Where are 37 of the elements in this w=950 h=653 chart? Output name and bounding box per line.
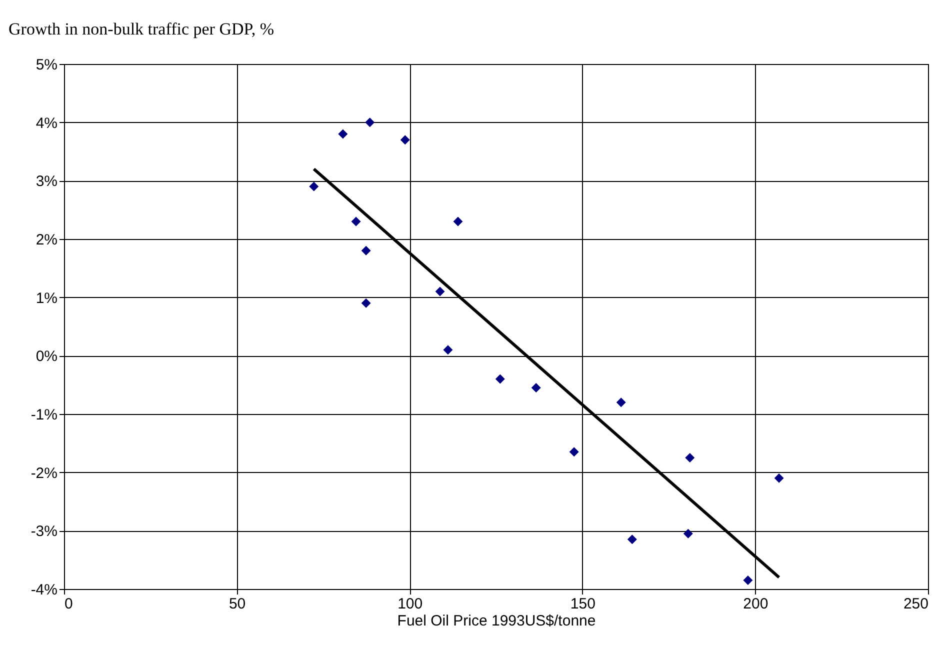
point [453, 216, 463, 226]
y-tick-label: -3% [30, 523, 58, 540]
x-tick-label: 150 [570, 596, 596, 612]
y-tick-label: 0% [36, 348, 58, 366]
y-tick-label: 4% [36, 114, 58, 132]
point [309, 182, 319, 192]
point [627, 534, 637, 544]
point [361, 246, 371, 256]
y-tick-label: 3% [36, 173, 58, 190]
x-tick-label: 100 [398, 596, 423, 612]
point [443, 345, 453, 355]
point [685, 453, 695, 462]
point [569, 447, 579, 457]
point [774, 473, 784, 483]
x-tick-label: 0 [64, 596, 73, 612]
point [495, 374, 505, 384]
point [531, 383, 541, 392]
y-tick-label: -1% [30, 406, 58, 424]
x-tick-label: 200 [743, 596, 768, 612]
y-tick-label: 5% [36, 56, 58, 74]
point [365, 118, 375, 128]
point [435, 286, 445, 296]
y-tick-label: 2% [36, 232, 58, 248]
point [400, 135, 410, 145]
y-axis-title: Growth in non-bulk traffic per GDP, % [8, 20, 274, 38]
point [616, 398, 626, 408]
x-tick-label: 50 [228, 596, 246, 612]
point [683, 528, 693, 538]
y-tick-label: 1% [36, 290, 58, 307]
point [743, 576, 753, 585]
point [361, 298, 371, 308]
x-axis-title: Fuel Oil Price 1993US$/tonne [397, 612, 596, 630]
y-tick-label: -4% [30, 582, 58, 598]
y-tick-label: -2% [30, 464, 58, 482]
point [351, 216, 361, 226]
x-tick-label: 250 [903, 596, 928, 612]
point [338, 129, 348, 139]
